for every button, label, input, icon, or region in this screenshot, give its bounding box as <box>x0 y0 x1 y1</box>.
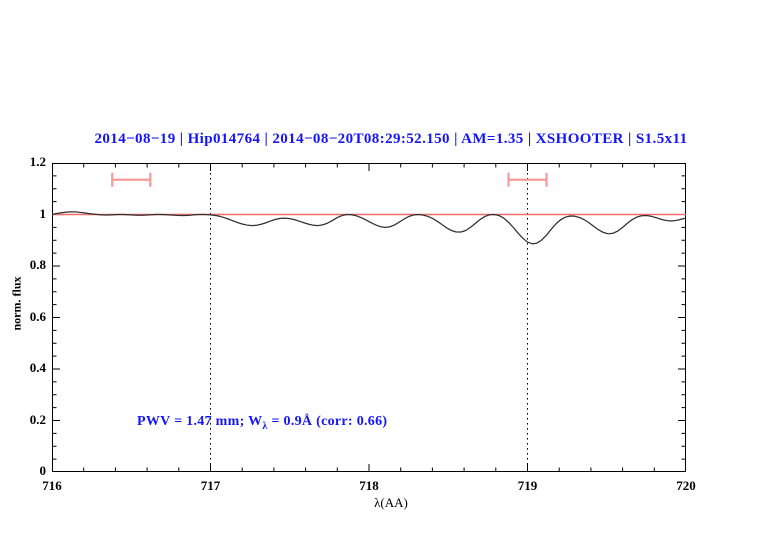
y-tick-label: 0.6 <box>29 308 46 324</box>
x-tick-label: 717 <box>200 478 221 493</box>
y-axis-title: norm. flux <box>9 276 24 331</box>
annotation-subscript: λ <box>262 420 268 432</box>
y-tick-label: 1 <box>39 205 47 221</box>
y-tick-label: 0.4 <box>29 360 46 375</box>
x-tick-label: 720 <box>676 478 696 493</box>
annotation-suffix: = 0.9Å (corr: 0.66) <box>267 414 388 429</box>
x-tick-label: 718 <box>359 478 379 493</box>
measurement-annotation: PWV = 1.47 mm; Wλ = 0.9Å (corr: 0.66) <box>137 414 387 432</box>
plot-title: 2014−08−19 | Hip014764 | 2014−08−20T08:2… <box>94 131 688 147</box>
axis-ticks <box>52 163 686 472</box>
x-tick-label: 716 <box>42 478 62 493</box>
spectrum-curve <box>52 211 686 245</box>
x-axis-title: λ(AA) <box>374 495 408 510</box>
y-tick-label: 1.2 <box>29 154 46 169</box>
y-tick-label: 0.2 <box>29 411 46 427</box>
annotation-prefix: PWV = 1.47 mm; W <box>137 414 263 429</box>
x-tick-label: 719 <box>517 478 538 493</box>
plot-canvas <box>52 163 686 472</box>
y-tick-label: 0 <box>39 463 47 478</box>
range-markers <box>111 172 548 187</box>
y-tick-label: 0.8 <box>29 257 46 272</box>
